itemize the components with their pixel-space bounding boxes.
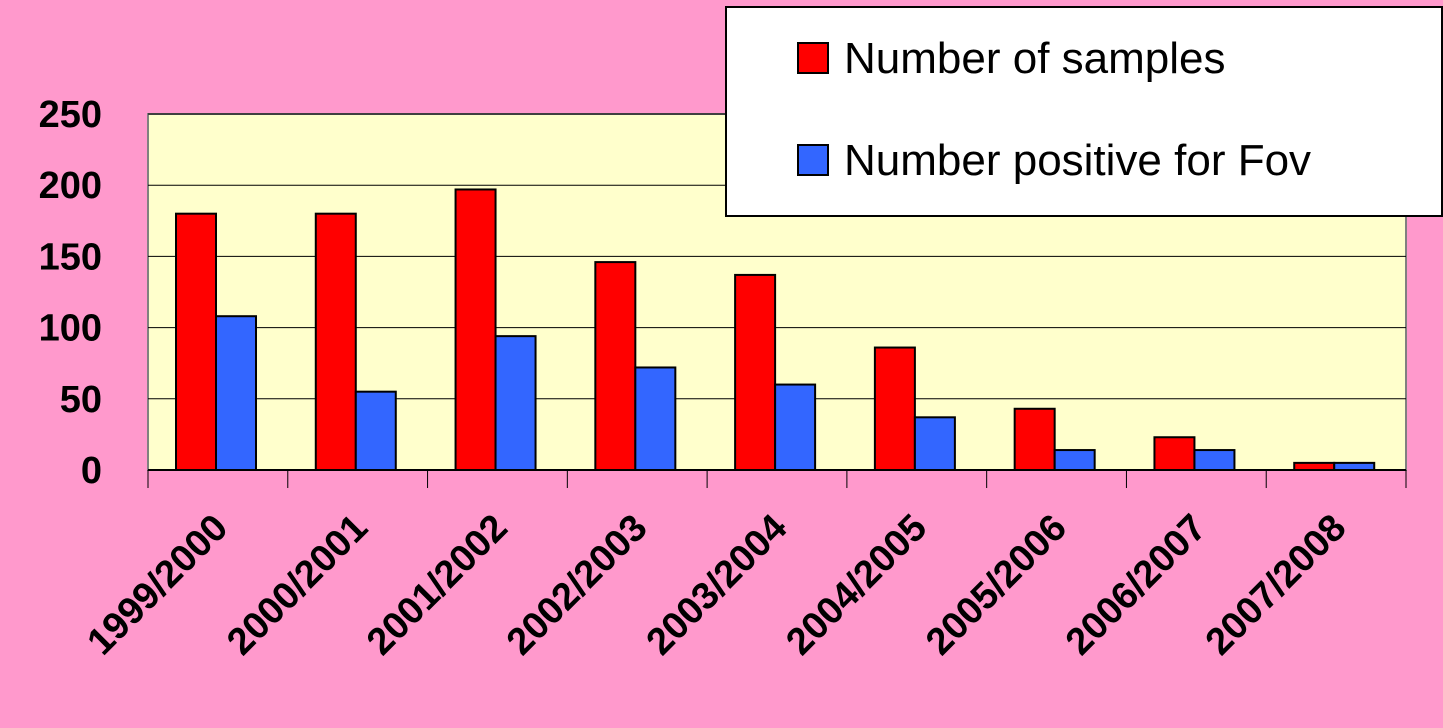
bar-samples [734,273,777,471]
bar-positive [774,383,817,471]
bar-positive [913,416,956,472]
bars [175,188,1376,472]
y-axis-ticks: 0 50 100 150 200 250 [39,94,102,492]
legend: Number of samples Number positive for Fo… [725,6,1443,217]
y-tick-label: 150 [39,236,102,278]
bar-samples [873,346,916,472]
legend-label-number-positive: Number positive for Fov [844,136,1311,185]
x-tick-label: 2004/2005 [778,507,935,664]
legend-swatch-number-positive [797,144,829,176]
bar-samples [454,188,497,472]
bar-positive [494,335,537,472]
y-tick-label: 100 [39,308,102,350]
legend-swatch-number-of-samples [797,42,829,74]
bar-positive [634,366,677,471]
legend-label-number-of-samples: Number of samples [844,34,1225,83]
legend-box [725,6,1443,217]
x-tick-label: 2007/2008 [1198,507,1355,664]
y-tick-label: 200 [39,165,102,207]
x-tick-label: 2005/2006 [918,507,1075,664]
y-tick-label: 0 [81,450,102,492]
y-tick-label: 250 [39,94,102,136]
bar-samples [1013,407,1056,472]
bar-positive [1333,461,1376,472]
x-tick-label: 2006/2007 [1058,507,1215,664]
bar-positive [1053,449,1096,471]
x-tick-label: 1999/2000 [80,507,237,664]
bar-samples [594,261,637,472]
bar-positive [354,390,397,471]
x-tick-label: 2002/2003 [499,507,656,664]
x-tick-label: 2000/2001 [219,507,376,664]
bar-samples [1293,461,1336,472]
x-axis-ticks: 1999/20002000/20012001/20022002/20032003… [80,470,1407,664]
bar-positive [215,315,257,472]
x-tick-label: 2001/2002 [359,507,516,664]
bar-positive [1193,449,1236,471]
bar-samples [314,212,357,471]
y-tick-label: 50 [60,379,102,421]
x-tick-label: 2003/2004 [639,507,796,664]
bar-samples [1153,436,1196,471]
bar-samples [175,212,217,471]
